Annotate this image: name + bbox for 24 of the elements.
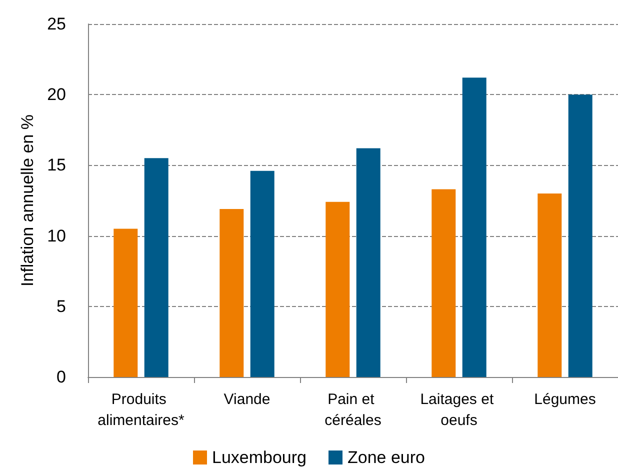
- y-tick-label: 20: [47, 85, 66, 104]
- y-axis-title: Inflation annuelle en %: [18, 114, 38, 287]
- y-tick-label: 15: [47, 156, 66, 175]
- x-tick-label: Produits alimentaires*: [98, 391, 185, 429]
- x-tick-label: Laitages et oeufs: [420, 391, 498, 429]
- bar: [462, 78, 486, 377]
- x-tick-label: Légumes: [534, 391, 596, 408]
- bar: [220, 208, 244, 377]
- bar: [114, 228, 138, 377]
- bar: [326, 202, 350, 377]
- legend-label: Luxembourg: [212, 448, 307, 467]
- bar: [250, 170, 274, 377]
- bar: [568, 94, 592, 377]
- bar: [356, 148, 380, 377]
- y-tick-label: 25: [47, 14, 66, 34]
- bar: [144, 158, 168, 377]
- y-tick-label: 5: [56, 296, 66, 316]
- x-tick-label: Pain et céréales: [324, 391, 382, 429]
- bar: [432, 189, 456, 377]
- y-tick-label: 10: [47, 226, 66, 246]
- x-tick-label: Viande: [224, 391, 270, 408]
- legend-label: Zone euro: [348, 448, 426, 467]
- bar: [538, 193, 562, 377]
- y-tick-label: 0: [56, 368, 66, 386]
